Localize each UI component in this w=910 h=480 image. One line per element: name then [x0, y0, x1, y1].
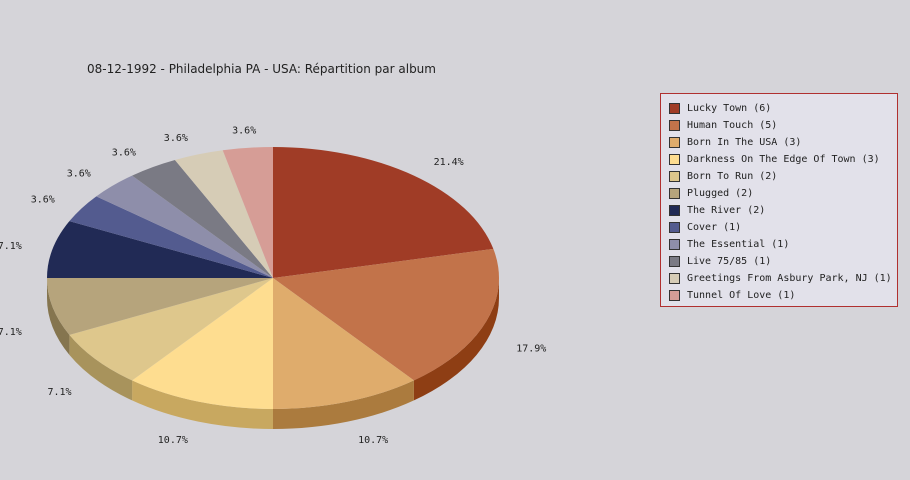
pie-side-plugged	[47, 278, 70, 355]
legend-item-tunnel-of-love: Tunnel Of Love (1)	[669, 287, 897, 304]
pie-slice-the-essential	[96, 175, 273, 278]
legend-item-the-essential: The Essential (1)	[669, 236, 897, 253]
legend-swatch	[669, 103, 680, 114]
chart-title: 08-12-1992 - Philadelphia PA - USA: Répa…	[87, 62, 436, 76]
pie-label-cover: 3.6%	[31, 195, 55, 206]
pie-slice-greetings-from-asbury-park-nj	[174, 150, 273, 278]
pie-label-born-to-run: 7.1%	[48, 387, 72, 398]
legend-label: Born To Run (2)	[687, 171, 778, 182]
pie-side-born-in-the-usa	[273, 380, 414, 429]
legend-label: Darkness On The Edge Of Town (3)	[687, 154, 880, 165]
legend-label: Tunnel Of Love (1)	[687, 290, 796, 301]
legend-label: Cover (1)	[687, 222, 742, 233]
legend-label: The River (2)	[687, 205, 766, 216]
legend-swatch	[669, 188, 680, 199]
pie-label-the-essential: 3.6%	[67, 168, 91, 179]
legend-swatch	[669, 256, 680, 267]
pie-labels: 21.4% 17.9% 10.7% 10.7% 7.1% 7.1% 7.1% 3.6% 3.6%…	[0, 126, 546, 446]
pie-slice-plugged	[47, 278, 273, 335]
pie-label-born-in-the-usa: 10.7%	[358, 435, 388, 446]
legend-label: Born In The USA (3)	[687, 137, 802, 148]
legend-swatch	[669, 205, 680, 216]
legend: Lucky Town (6) Human Touch (5) Born In The…	[660, 93, 898, 307]
legend-item-born-in-the-usa: Born In The USA (3)	[669, 134, 897, 151]
legend-item-cover: Cover (1)	[669, 219, 897, 236]
pie-label-lucky-town: 21.4%	[434, 157, 464, 168]
pie-sides	[47, 278, 499, 429]
pie-slice-born-in-the-usa	[273, 278, 414, 409]
legend-label: Greetings From Asbury Park, NJ (1)	[687, 273, 892, 284]
pie-side-darkness-on-the-edge-of-town	[132, 380, 273, 429]
legend-swatch	[669, 120, 680, 131]
legend-item-human-touch: Human Touch (5)	[669, 117, 897, 134]
legend-item-darkness-on-the-edge-of-town: Darkness On The Edge Of Town (3)	[669, 151, 897, 168]
pie-label-the-river: 7.1%	[0, 241, 22, 252]
pie-label-darkness-on-the-edge-of-town: 10.7%	[158, 435, 188, 446]
legend-swatch	[669, 137, 680, 148]
legend-label: Lucky Town (6)	[687, 103, 772, 114]
legend-swatch	[669, 290, 680, 301]
pie-side-human-touch	[413, 278, 499, 401]
pie-label-tunnel-of-love: 3.6%	[232, 126, 256, 137]
pie-side-born-to-run	[69, 334, 133, 401]
pie-slice-live-75-85	[132, 159, 273, 278]
legend-label: The Essential (1)	[687, 239, 790, 250]
pie-label-greetings-from-asbury-park-nj: 3.6%	[164, 133, 188, 144]
pie-label-human-touch: 17.9%	[516, 343, 546, 354]
legend-item-lucky-town: Lucky Town (6)	[669, 100, 897, 117]
pie-slice-human-touch	[273, 248, 500, 381]
pie-slice-cover	[69, 196, 273, 278]
legend-label: Human Touch (5)	[687, 120, 778, 131]
pie-slice-darkness-on-the-edge-of-town	[132, 278, 273, 409]
legend-swatch	[669, 239, 680, 250]
pie-slice-tunnel-of-love	[222, 147, 273, 278]
pie-slice-the-river	[47, 221, 273, 278]
legend-swatch	[669, 273, 680, 284]
legend-label: Live 75/85 (1)	[687, 256, 772, 267]
legend-swatch	[669, 154, 680, 165]
legend-item-greetings-from-asbury-park-nj: Greetings From Asbury Park, NJ (1)	[669, 270, 897, 287]
legend-swatch	[669, 222, 680, 233]
pie-slice-born-to-run	[69, 278, 273, 381]
pie-label-plugged: 7.1%	[0, 327, 22, 338]
legend-item-live-75-85: Live 75/85 (1)	[669, 253, 897, 270]
pie-slice-lucky-town	[273, 147, 494, 278]
pie-label-live-75-85: 3.6%	[112, 148, 136, 159]
pie-tops	[47, 147, 500, 409]
legend-item-the-river: The River (2)	[669, 202, 897, 219]
legend-item-born-to-run: Born To Run (2)	[669, 168, 897, 185]
legend-label: Plugged (2)	[687, 188, 754, 199]
legend-item-plugged: Plugged (2)	[669, 185, 897, 202]
legend-swatch	[669, 171, 680, 182]
